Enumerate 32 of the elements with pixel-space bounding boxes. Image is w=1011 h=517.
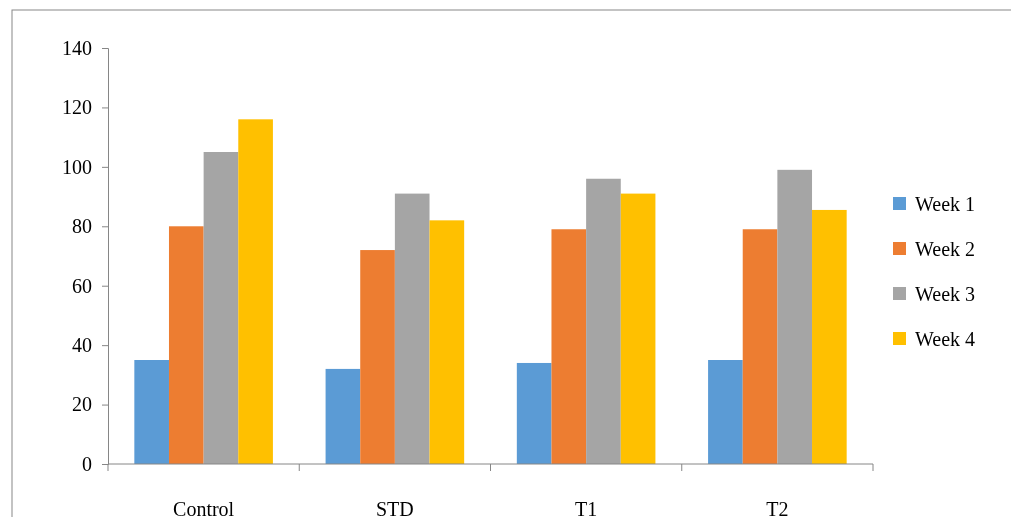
bar	[203, 152, 239, 464]
y-tick-label: 40	[72, 334, 92, 357]
x-tick-label: T2	[766, 498, 789, 517]
bar	[812, 209, 847, 464]
bar	[360, 250, 395, 464]
legend-label: Week 2	[915, 238, 976, 260]
y-tick-label: 0	[82, 452, 92, 475]
bar	[551, 229, 587, 464]
bar	[586, 178, 621, 464]
bar	[238, 119, 273, 464]
legend-label: Week 3	[915, 283, 976, 305]
bar	[325, 368, 361, 464]
y-tick-label: 100	[62, 155, 92, 178]
y-tick-label: 140	[62, 36, 92, 59]
bar	[134, 360, 169, 464]
bar	[777, 169, 813, 464]
x-tick-label: T1	[575, 498, 598, 517]
y-tick-label: 80	[72, 215, 92, 238]
bar	[620, 193, 656, 464]
y-tick-label: 20	[72, 393, 92, 416]
y-tick-label: 120	[62, 96, 92, 119]
y-tick-label: 60	[72, 274, 92, 297]
x-tick-label: STD	[375, 498, 414, 517]
bar	[168, 226, 204, 464]
bar	[394, 193, 430, 464]
legend-label: Week 1	[915, 193, 976, 215]
legend-label: Week 4	[915, 328, 976, 350]
bar	[742, 229, 778, 464]
x-tick-label: Control	[173, 498, 235, 517]
bar	[429, 220, 465, 464]
bar	[516, 362, 552, 464]
bar	[708, 360, 743, 464]
